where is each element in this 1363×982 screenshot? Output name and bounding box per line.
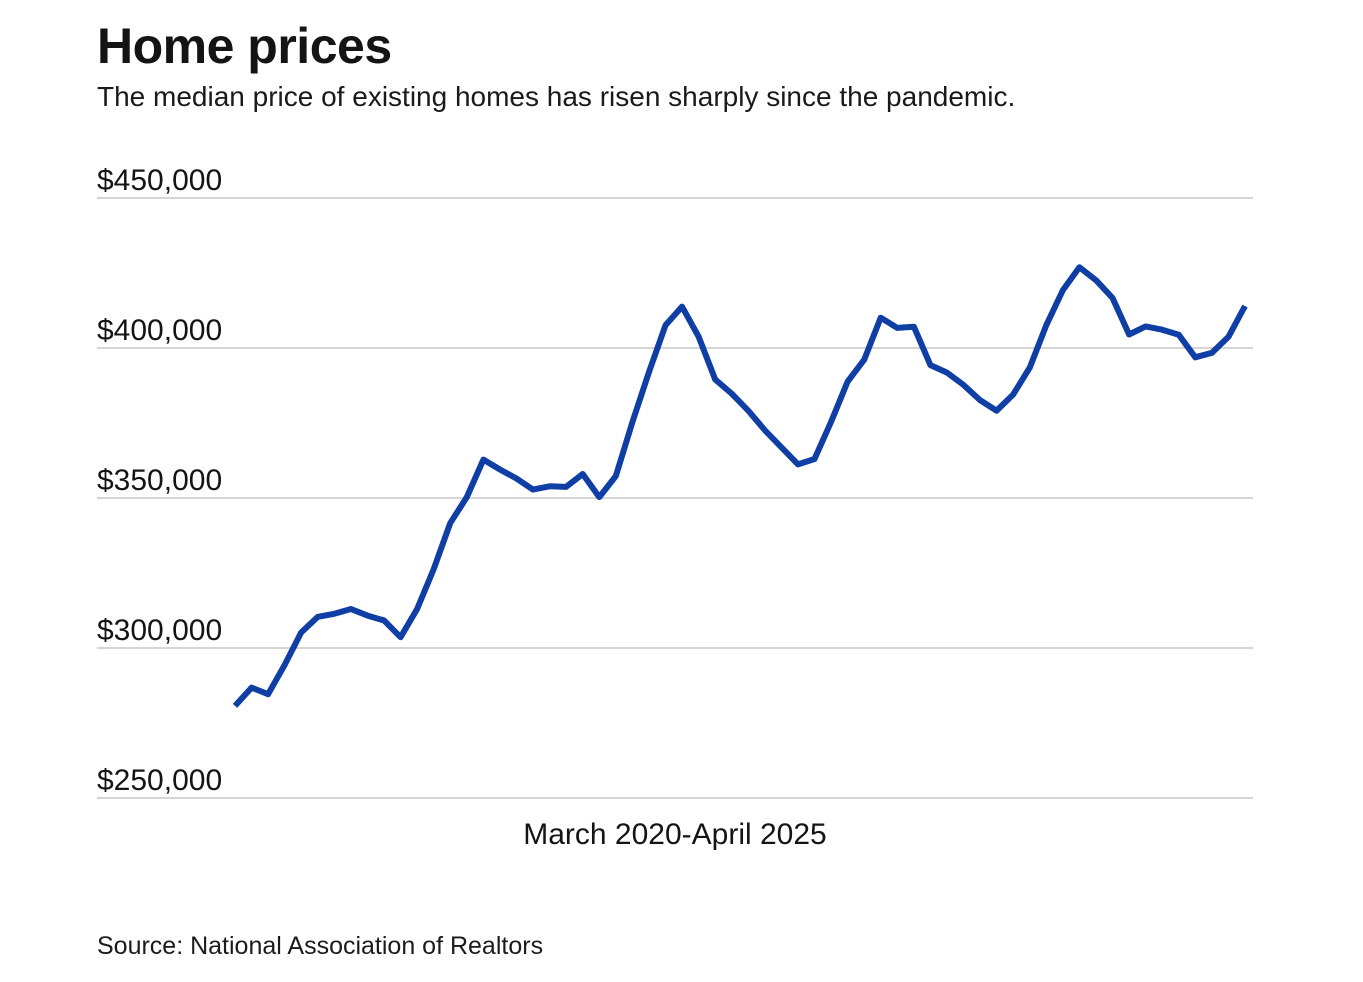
x-axis-label: March 2020-April 2025 <box>523 818 827 851</box>
y-axis-label: $300,000 <box>97 614 223 647</box>
source-note: Source: National Association of Realtors <box>97 932 544 960</box>
chart-subtitle: The median price of existing homes has r… <box>97 81 1016 112</box>
chart-title: Home prices <box>97 18 392 74</box>
gridlines <box>97 197 1253 799</box>
price-line <box>232 264 1248 708</box>
y-axis-label: $250,000 <box>97 764 223 797</box>
y-axis-label: $350,000 <box>97 464 223 497</box>
y-axis-label: $400,000 <box>97 314 223 347</box>
y-axis-label: $450,000 <box>97 164 223 197</box>
